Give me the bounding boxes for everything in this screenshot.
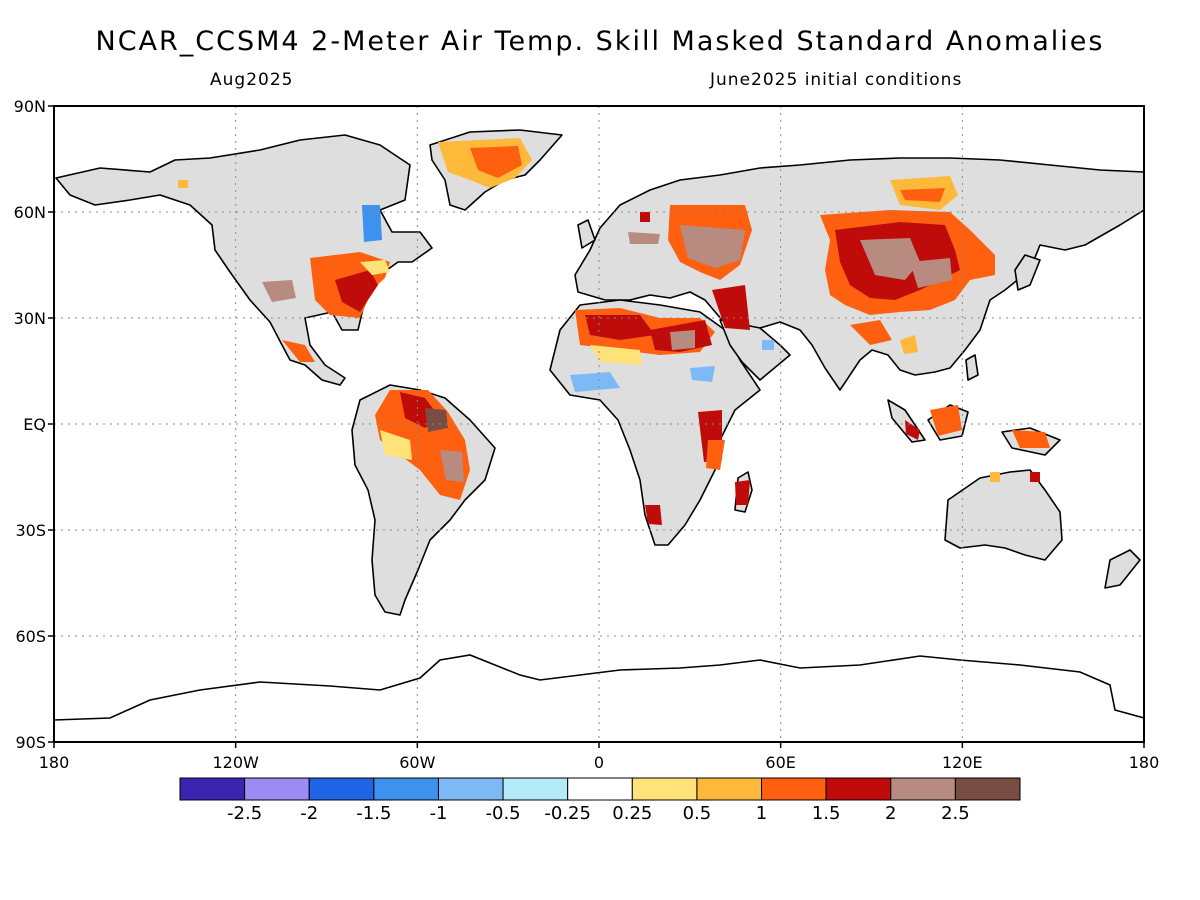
japan <box>1014 254 1041 291</box>
lon-tick-label: 180 <box>39 753 70 772</box>
north-america <box>55 134 433 386</box>
lat-tick-label: 60N <box>14 203 46 222</box>
colorbar-label: 1 <box>756 803 767 824</box>
colorbar-swatch <box>179 777 246 801</box>
lon-tick-label: 180 <box>1129 753 1160 772</box>
colorbar-swatch <box>244 777 310 801</box>
colorbar: -2.5 -2 -1.5 -1 -0.5 -0.25 0.25 0.5 1 1.5 2 2.5 <box>179 777 1021 824</box>
lon-tick-label: 120W <box>212 753 259 772</box>
colorbar-swatch <box>954 777 1021 801</box>
colorbar-swatch <box>373 777 439 801</box>
colorbar-label: -0.5 <box>486 803 521 824</box>
colorbar-swatch <box>696 777 763 801</box>
lat-tick-label: 90N <box>14 97 46 116</box>
colorbar-swatch <box>502 777 569 801</box>
land-masses <box>55 129 1144 616</box>
colorbar-label: 1.5 <box>812 803 841 824</box>
colorbar-swatch <box>761 777 827 801</box>
colorbar-label: -1 <box>429 803 447 824</box>
colorbar-swatch <box>890 777 956 801</box>
colorbar-swatch <box>631 777 698 801</box>
lon-tick-label: 60W <box>399 753 435 772</box>
forecast-month: Aug2025 <box>210 70 294 90</box>
new-zealand <box>1104 549 1141 589</box>
colorbar-label: -2 <box>300 803 318 824</box>
antarctica-coastline <box>54 654 1144 721</box>
lat-tick-label: EQ <box>23 415 46 434</box>
colorbar-swatch <box>437 777 504 801</box>
colorbar-swatch <box>825 777 892 801</box>
lat-tick-label: 60S <box>15 627 46 646</box>
latitude-axis: 90N 60N 30N EQ 30S 60S 90S <box>14 97 54 752</box>
lon-tick-label: 60E <box>765 753 795 772</box>
australia <box>944 469 1063 561</box>
graticule <box>54 106 1144 742</box>
colorbar-label: 0.25 <box>612 803 652 824</box>
anomaly-patches <box>178 138 1050 525</box>
colorbar-label: -0.25 <box>544 803 591 824</box>
lat-tick-label: 90S <box>15 733 46 752</box>
longitude-axis: 180 120W 60W 0 60E 120E 180 <box>39 742 1160 772</box>
lon-tick-label: 120E <box>942 753 983 772</box>
lon-tick-label: 0 <box>594 753 604 772</box>
colorbar-label: 2 <box>885 803 896 824</box>
colorbar-label: 0.5 <box>683 803 712 824</box>
colorbar-label: 2.5 <box>941 803 970 824</box>
madagascar-2 <box>965 354 979 381</box>
colorbar-swatch <box>567 777 633 801</box>
lat-tick-label: 30S <box>15 521 46 540</box>
lat-tick-label: 30N <box>14 309 46 328</box>
map-content <box>54 106 1144 742</box>
initial-conditions: June2025 initial conditions <box>710 70 963 90</box>
uk <box>577 219 596 249</box>
colorbar-label: -1.5 <box>356 803 391 824</box>
colorbar-label: -2.5 <box>227 803 262 824</box>
colorbar-swatch <box>308 777 375 801</box>
arabia <box>719 319 791 381</box>
map-title: NCAR_CCSM4 2-Meter Air Temp. Skill Maske… <box>95 26 1105 57</box>
